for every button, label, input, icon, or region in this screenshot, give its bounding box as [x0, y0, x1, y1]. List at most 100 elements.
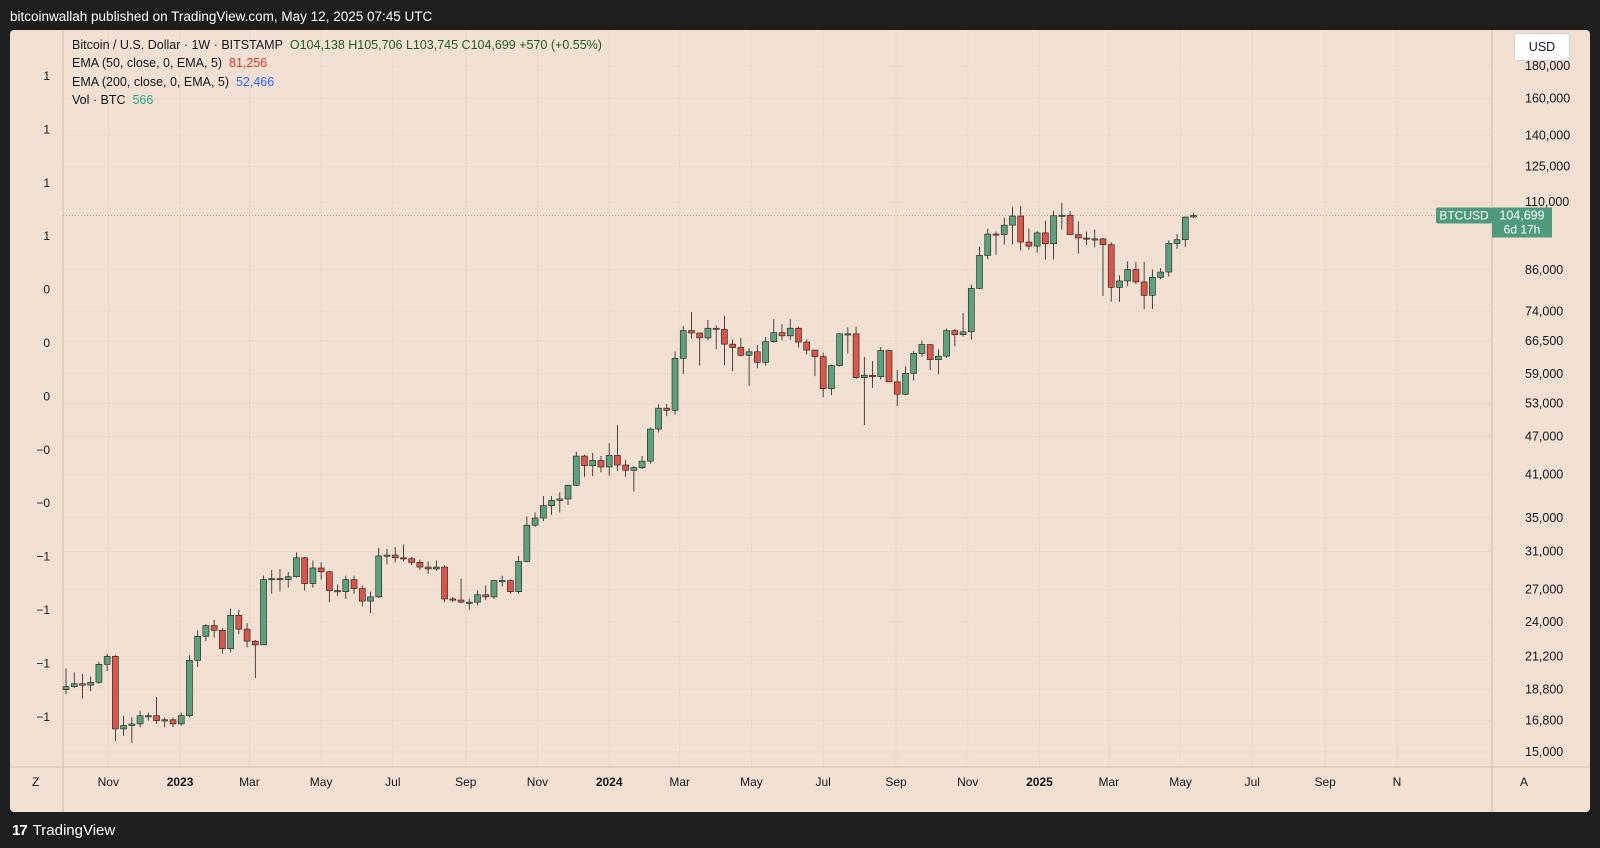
left-axis-label: −1 — [36, 550, 50, 564]
price-tag-value: 104,699 — [1499, 208, 1544, 222]
candle-body — [614, 455, 621, 466]
left-axis-label: 1 — [43, 229, 50, 243]
candle-body — [284, 576, 292, 580]
legend-symbol: Bitcoin / U.S. Dollar · 1W · BITSTAMP — [72, 38, 283, 52]
candle-body — [967, 288, 975, 333]
candle-body — [548, 500, 555, 506]
candle — [498, 575, 506, 587]
left-axis-label: 1 — [43, 122, 50, 136]
candle — [161, 717, 169, 728]
price-tag-bg — [1492, 207, 1552, 238]
candle — [317, 562, 325, 580]
candle-body — [572, 455, 580, 486]
chart-legend: Bitcoin / U.S. Dollar · 1W · BITSTAMP O1… — [72, 36, 602, 109]
candle-body — [1066, 214, 1074, 235]
time-tick-label: Sep — [455, 775, 477, 789]
candle — [737, 337, 745, 357]
chart-frame: 15,000 16,800 18,800 21,200 24,000 27,000 31,0… — [10, 30, 1590, 812]
symbol-tag-bg — [1436, 207, 1492, 224]
time-tick-label: May — [740, 775, 763, 789]
candle — [367, 591, 374, 614]
time-tick-label: Mar — [239, 775, 260, 789]
candle — [1091, 229, 1099, 248]
candle-body — [729, 343, 736, 348]
candle — [786, 319, 794, 340]
candle-body — [465, 601, 473, 604]
candle — [433, 560, 440, 571]
candle — [663, 403, 671, 417]
symbol-tag-label: BTCUSD — [1439, 208, 1489, 222]
candle — [762, 337, 769, 366]
candle-body — [301, 557, 308, 584]
auto-scale-button[interactable]: A — [1520, 775, 1529, 789]
legend-volume-row[interactable]: Vol · BTC 566 — [72, 91, 602, 109]
candle-body — [1173, 239, 1181, 244]
legend-ema50-row[interactable]: EMA (50, close, 0, EMA, 5) 81,256 — [72, 54, 602, 72]
candle-body — [367, 596, 374, 602]
candle — [877, 347, 885, 380]
candle-body — [885, 350, 893, 383]
candle — [754, 344, 761, 369]
candle — [1157, 268, 1164, 280]
candle-body — [177, 715, 185, 725]
candle-body — [1190, 215, 1197, 218]
candle-body — [704, 327, 712, 339]
candle-body — [408, 558, 415, 563]
candle-body — [745, 351, 753, 356]
candle — [836, 333, 843, 367]
candle — [1083, 231, 1090, 245]
candle — [959, 312, 967, 337]
candle — [1066, 211, 1074, 235]
candle-body — [622, 464, 629, 471]
candle — [589, 452, 597, 477]
left-axis-label: 0 — [43, 389, 50, 403]
candle — [688, 312, 695, 339]
candle — [391, 547, 399, 563]
left-axis-label: −1 — [36, 710, 50, 724]
left-axis-label: −1 — [36, 603, 50, 617]
candle — [852, 326, 860, 380]
candle — [984, 228, 992, 260]
candle-body — [951, 330, 959, 335]
candle-body — [852, 333, 860, 378]
candle — [869, 361, 876, 388]
candle-body — [655, 407, 662, 430]
plot-area — [63, 30, 1491, 767]
legend-symbol-row[interactable]: Bitcoin / U.S. Dollar · 1W · BITSTAMP O1… — [72, 36, 602, 54]
tradingview-brand[interactable]: TradingView — [32, 822, 116, 839]
candle — [186, 655, 193, 718]
candle-body — [869, 374, 876, 377]
timezone-button[interactable]: Z — [32, 775, 40, 789]
candle — [375, 547, 383, 598]
candle — [70, 672, 78, 689]
candle-body — [754, 351, 761, 363]
candle-body — [219, 629, 226, 649]
candle — [1050, 211, 1057, 260]
candle-body — [276, 578, 284, 581]
candle-body — [1140, 281, 1148, 296]
candle — [811, 349, 819, 377]
candle — [581, 454, 588, 477]
candle-body — [490, 580, 498, 598]
currency-button[interactable]: USD — [1514, 33, 1570, 61]
price-tick-label: 24,000 — [1525, 615, 1563, 629]
legend-ema200-row[interactable]: EMA (200, close, 0, EMA, 5) 52,466 — [72, 73, 602, 91]
candle-body — [935, 355, 942, 360]
candle-body — [564, 484, 572, 500]
candlestick-chart[interactable]: 15,000 16,800 18,800 21,200 24,000 27,000 31,0… — [10, 30, 1590, 812]
candle — [770, 319, 778, 343]
candle — [457, 578, 465, 604]
candle — [87, 676, 94, 692]
candle — [309, 560, 317, 588]
left-axis-label: 0 — [43, 283, 50, 297]
candle-body — [1091, 238, 1099, 241]
candle-body — [342, 579, 350, 592]
candle-body — [630, 467, 638, 471]
tradingview-logo-icon[interactable]: 17 — [12, 822, 28, 839]
candle-body — [1099, 238, 1107, 245]
candle — [169, 717, 177, 728]
candle — [861, 357, 868, 426]
candle — [120, 715, 127, 736]
candle-body — [169, 719, 177, 725]
candle-body — [992, 233, 1000, 236]
